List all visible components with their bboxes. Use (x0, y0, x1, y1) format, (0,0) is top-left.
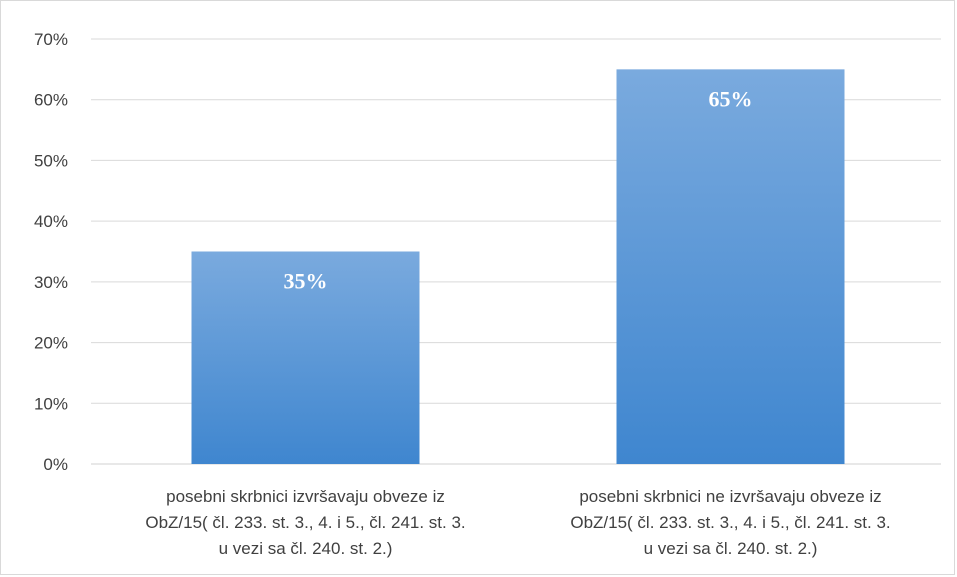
x-category-label-line: posebni skrbnici ne izvršavaju obveze iz (579, 487, 881, 506)
bar (191, 251, 420, 464)
x-category-label: posebni skrbnici izvršavaju obveze iz ObZ… (145, 487, 465, 558)
x-category-label-line: u vezi sa čl. 240. st. 2.) (644, 539, 818, 558)
y-tick-label: 0% (43, 455, 68, 474)
bar-data-label: 35% (284, 269, 328, 294)
y-tick-label: 60% (34, 91, 68, 110)
y-tick-label: 50% (34, 151, 68, 170)
y-tick-label: 30% (34, 273, 68, 292)
x-category-label: posebni skrbnici ne izvršavaju obveze iz… (570, 487, 890, 558)
y-tick-label: 40% (34, 212, 68, 231)
y-tick-label: 20% (34, 334, 68, 353)
y-tick-label: 10% (34, 394, 68, 413)
x-category-label-line: ObZ/15( čl. 233. st. 3., 4. i 5., čl. 24… (145, 513, 465, 532)
y-tick-label: 70% (34, 30, 68, 49)
x-category-label-line: posebni skrbnici izvršavaju obveze iz (166, 487, 445, 506)
bar (616, 69, 845, 464)
x-category-label-line: u vezi sa čl. 240. st. 2.) (219, 539, 393, 558)
bar-data-label: 65% (709, 86, 753, 111)
x-category-label-line: ObZ/15( čl. 233. st. 3., 4. i 5., čl. 24… (570, 513, 890, 532)
